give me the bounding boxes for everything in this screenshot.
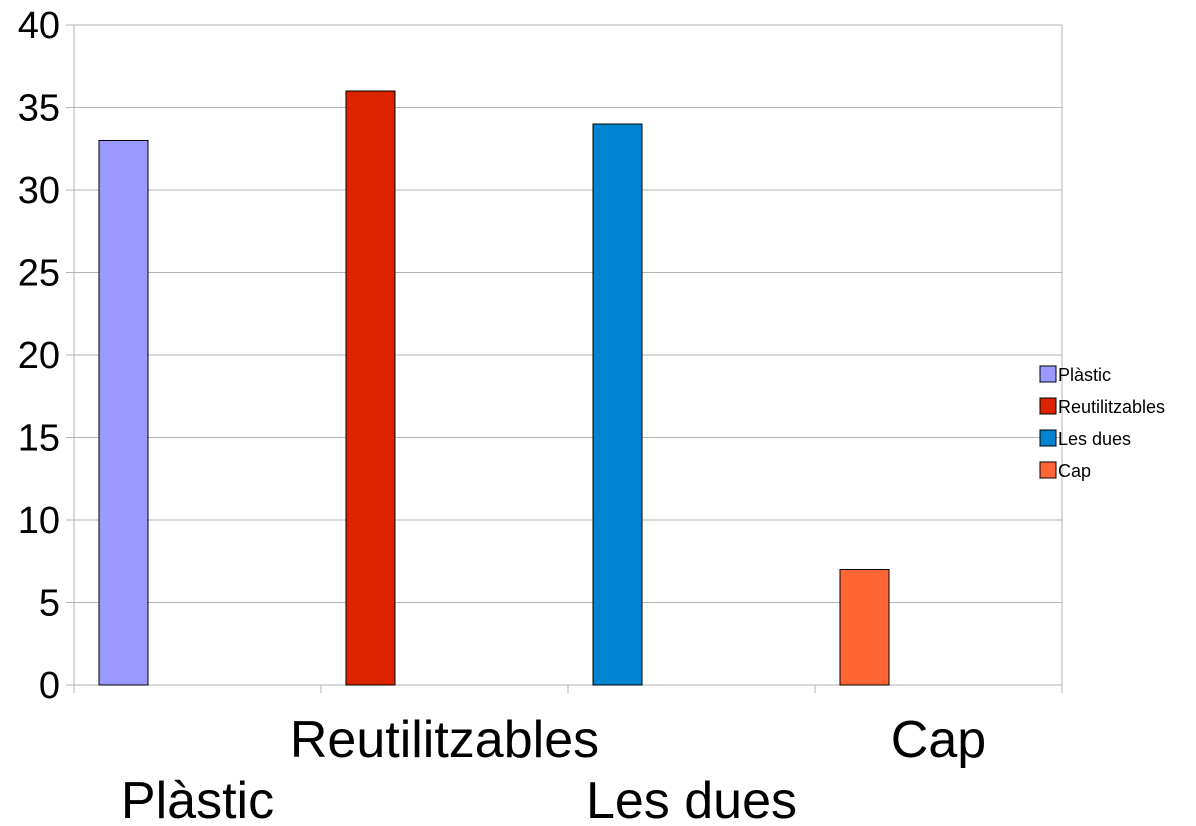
- y-tick-labels: 0 5 10 15 20 25 30 35 40: [18, 5, 60, 707]
- category-label: Cap: [891, 711, 986, 769]
- y-tick-label: 10: [18, 500, 60, 542]
- legend-label: Les dues: [1058, 429, 1131, 449]
- bars: [98, 90, 890, 686]
- y-tick-label: 0: [39, 665, 60, 707]
- category-label: Les dues: [586, 772, 797, 826]
- category-label: Plàstic: [121, 772, 274, 826]
- y-tick-label: 5: [39, 583, 60, 625]
- bar-3: [839, 569, 890, 686]
- bar-1: [345, 90, 396, 686]
- y-tick-label: 20: [18, 335, 60, 377]
- y-tick-label: 15: [18, 418, 60, 460]
- axes: [66, 24, 1063, 693]
- grid-lines: [74, 24, 1062, 603]
- y-tick-label: 40: [18, 5, 60, 47]
- legend-label: Cap: [1058, 461, 1091, 481]
- legend-swatch: [1039, 429, 1057, 447]
- legend: Plàstic Reutilitzables Les dues Cap: [1039, 365, 1165, 481]
- legend-swatch: [1039, 365, 1057, 383]
- legend-label: Reutilitzables: [1058, 397, 1165, 417]
- y-tick-label: 25: [18, 253, 60, 295]
- bar-2: [592, 123, 643, 686]
- legend-swatch: [1039, 397, 1057, 415]
- bar-0: [98, 140, 149, 686]
- legend-label: Plàstic: [1058, 365, 1111, 385]
- y-tick-label: 35: [18, 88, 60, 130]
- category-label: Reutilitzables: [290, 711, 599, 769]
- legend-swatch: [1039, 461, 1057, 479]
- y-tick-label: 30: [18, 170, 60, 212]
